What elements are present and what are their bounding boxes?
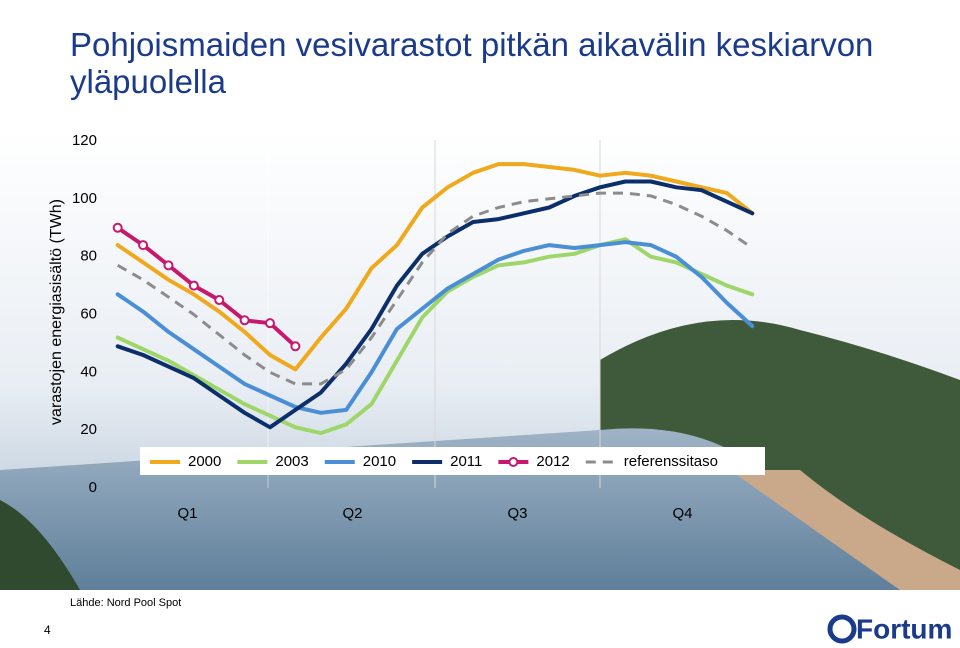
legend-label: 2003 xyxy=(275,453,308,470)
legend-label: 2011 xyxy=(450,453,482,470)
y-tick-label: 100 xyxy=(72,190,97,207)
footer xyxy=(0,590,960,648)
x-tick-label: Q3 xyxy=(507,505,527,522)
point-marker xyxy=(188,280,199,291)
y-tick-label: 120 xyxy=(72,132,97,149)
x-tick-label: Q2 xyxy=(342,505,362,522)
point-marker xyxy=(163,260,174,271)
x-tick-label: Q4 xyxy=(672,505,692,522)
point-marker xyxy=(239,315,250,326)
y-tick-label: 60 xyxy=(80,305,97,322)
background-trees xyxy=(0,500,80,590)
point-marker xyxy=(112,222,123,233)
source: Lähde: Nord Pool Spot xyxy=(70,597,181,609)
y-tick-label: 40 xyxy=(80,363,97,380)
legend-label: 2012 xyxy=(536,453,569,470)
page-number: 4 xyxy=(44,623,51,637)
point-marker xyxy=(138,240,149,251)
legend-label: 2000 xyxy=(188,453,221,470)
x-tick-label: Q1 xyxy=(177,505,197,522)
y-axis-label: varastojen energiasisältö (TWh) xyxy=(48,199,65,425)
point-marker xyxy=(214,295,225,306)
series-line xyxy=(115,179,755,430)
point-marker xyxy=(290,341,301,352)
legend-label: referenssitaso xyxy=(624,453,718,470)
title: Pohjoismaiden vesivarastot pitkän aikavä… xyxy=(70,26,874,100)
series-line xyxy=(115,240,755,415)
y-tick-label: 80 xyxy=(80,248,97,265)
logo-mark xyxy=(827,614,857,644)
y-tick-label: 20 xyxy=(80,421,97,438)
series-line xyxy=(115,237,755,436)
series-line xyxy=(116,191,754,386)
legend-marker xyxy=(508,457,519,467)
logo: Fortum xyxy=(856,613,952,644)
point-marker xyxy=(265,318,275,329)
background-shore xyxy=(730,470,960,590)
y-tick-label: 0 xyxy=(89,479,97,496)
series-line xyxy=(115,162,755,372)
legend-label: 2010 xyxy=(363,453,396,470)
